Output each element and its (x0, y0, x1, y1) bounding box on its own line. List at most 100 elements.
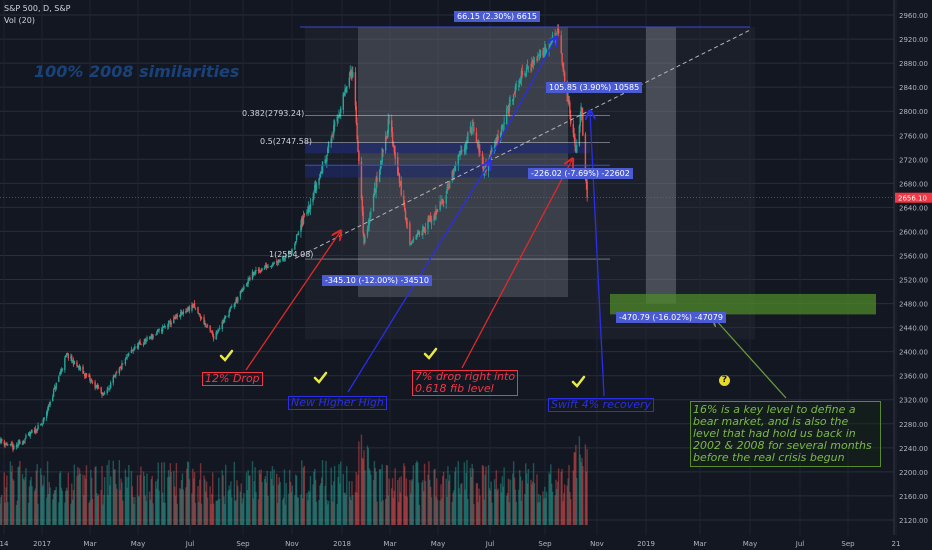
volume-bar (227, 490, 229, 525)
candle-body (507, 107, 510, 114)
candle-body (106, 389, 108, 393)
volume-bar (37, 503, 39, 525)
volume-bar (460, 484, 462, 525)
volume-bar (560, 471, 562, 525)
candle-body (120, 366, 122, 369)
volume-bar (369, 470, 371, 525)
y-tick-label: 2920.00 (899, 36, 928, 44)
candle-body (563, 72, 566, 82)
candle-body (95, 386, 97, 388)
candle-body (77, 365, 79, 367)
volume-bar (282, 497, 285, 525)
volume-bar (103, 494, 105, 525)
volume-bar (332, 501, 334, 525)
y-tick-label: 2720.00 (899, 156, 928, 164)
candle-body (360, 161, 363, 199)
candle-body (49, 401, 51, 406)
volume-bar (258, 470, 261, 525)
volume-bar (230, 481, 232, 525)
volume-bar (519, 476, 522, 525)
volume-bar (116, 488, 118, 525)
volume-bar (397, 479, 399, 525)
candle-body (278, 259, 281, 261)
volume-bar (7, 502, 9, 525)
volume-bar (198, 502, 200, 525)
volume-bar (457, 461, 459, 525)
volume-bar (181, 473, 184, 525)
candle-body (320, 171, 323, 173)
volume-bar (107, 494, 109, 525)
volume-bar (161, 492, 164, 525)
volume-bar (272, 485, 274, 525)
volume-bar (489, 490, 491, 525)
volume-bar (39, 468, 42, 525)
volume-bar (526, 483, 529, 525)
candle-body (28, 434, 31, 436)
volume-bar (122, 500, 124, 525)
candle-body (532, 59, 535, 64)
volume-bar (66, 490, 69, 525)
candle-body (173, 317, 175, 324)
candle-body (403, 204, 406, 211)
candle-body (376, 177, 378, 182)
volume-bar (205, 481, 208, 525)
candle-body (246, 284, 249, 286)
candle-body (218, 330, 220, 331)
volume-bar (31, 485, 33, 525)
volume-bar (301, 460, 303, 525)
candle-body (216, 332, 218, 334)
volume-bar (154, 481, 157, 525)
volume-bar (84, 478, 87, 525)
volume-bar (567, 478, 569, 525)
candle-body (557, 28, 559, 32)
volume-bar (43, 475, 45, 525)
candle-body (409, 223, 411, 245)
volume-bar (385, 465, 388, 525)
candle-body (164, 326, 166, 327)
candle-body (375, 178, 377, 193)
candle-body (406, 223, 408, 225)
candle-body (97, 387, 100, 389)
volume-bar (314, 468, 316, 525)
volume-bar (379, 469, 382, 525)
volume-bar (270, 478, 273, 525)
volume-bar (491, 502, 493, 525)
volume-bar (21, 473, 24, 525)
volume-bar (388, 478, 390, 525)
volume-bar (277, 484, 280, 525)
volume-bar (157, 462, 159, 525)
candle-body (53, 387, 56, 390)
volume-bar (252, 498, 255, 525)
candle-body (45, 412, 48, 419)
volume-bar (203, 475, 205, 525)
candle-body (282, 257, 285, 259)
candle-body (539, 49, 542, 57)
volume-bar (158, 490, 160, 525)
candle-body (520, 70, 523, 81)
range-box-left (358, 27, 568, 298)
candle-body (4, 443, 6, 446)
candle-body (397, 172, 400, 175)
volume-bar (410, 480, 413, 525)
candle-body (205, 325, 208, 327)
volume-legend[interactable]: Vol (20) (4, 16, 35, 25)
candle-body (369, 213, 371, 219)
key-level-line-2: bear market, and is also the (693, 415, 849, 428)
candle-body (354, 72, 357, 106)
candle-body (332, 135, 334, 137)
candle-body (586, 181, 588, 198)
candle-body (210, 330, 212, 332)
candle-body (230, 306, 232, 308)
candle-body (187, 307, 190, 310)
candle-body (254, 271, 256, 274)
candle-body (33, 430, 36, 433)
volume-bar (403, 463, 405, 525)
volume-bar (179, 488, 181, 525)
volume-bar (254, 467, 256, 525)
symbol-title[interactable]: S&P 500, D, S&P (4, 4, 71, 13)
volume-bar (185, 487, 187, 525)
volume-bar (434, 468, 436, 525)
candle-body (469, 126, 472, 134)
volume-bar (427, 474, 429, 525)
